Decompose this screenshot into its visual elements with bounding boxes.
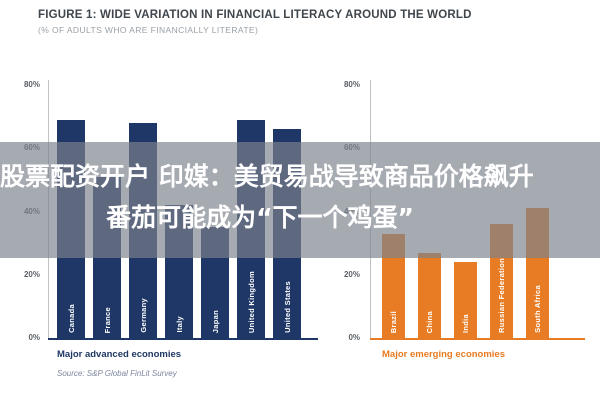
emerging-economies-label: Major emerging economies <box>382 349 506 360</box>
headline-line-1: 股票配资开户 印媒：美贸易战导致商品价格飙升 <box>0 162 534 191</box>
headline-text-block: 股票配资开户 印媒：美贸易战导致商品价格飙升 番茄可能成为“下一个鸡蛋” <box>0 142 534 238</box>
headline-line-2: 番茄可能成为“下一个鸡蛋” <box>106 203 414 232</box>
y-tick-label: 0% <box>348 333 360 342</box>
bar-label: Canada <box>66 304 76 333</box>
bar-label: Russian Federation <box>497 258 506 333</box>
bar-label: South Africa <box>533 285 542 333</box>
advanced-x-axis-baseline <box>48 338 318 340</box>
y-tick-label: 20% <box>343 269 360 279</box>
bar-label: Japan <box>210 309 220 333</box>
bar-label: United States <box>282 281 292 333</box>
bar-china: China <box>418 252 441 338</box>
bar-label: Italy <box>174 316 184 333</box>
bar-brazil: Brazil <box>382 233 405 338</box>
bar-label: United Kingdom <box>246 270 256 333</box>
headline-overlay-banner: 股票配资开户 印媒：美贸易战导致商品价格飙升 番茄可能成为“下一个鸡蛋” <box>0 142 600 258</box>
bar-label: France <box>102 306 112 333</box>
advanced-economies-label: Major advanced economies <box>57 349 182 360</box>
bar-label: Germany <box>138 298 148 333</box>
bar-label: India <box>461 313 470 333</box>
y-tick-label: 20% <box>23 269 40 279</box>
figure-subtitle: (% OF ADULTS WHO ARE FINANCIALLY LITERAT… <box>38 25 259 35</box>
bar-label: China <box>425 310 434 333</box>
source-note: Source: S&P Global FinLit Survey <box>57 369 177 378</box>
y-tick-label: 80% <box>23 80 40 89</box>
bar-label: Brazil <box>389 310 398 333</box>
emerging-x-axis-baseline <box>370 338 585 340</box>
bar-india: India <box>454 262 477 338</box>
y-tick-label: 0% <box>28 333 40 342</box>
figure-title: FIGURE 1: WIDE VARIATION IN FINANCIAL LI… <box>38 9 472 21</box>
y-tick-label: 80% <box>343 80 360 89</box>
